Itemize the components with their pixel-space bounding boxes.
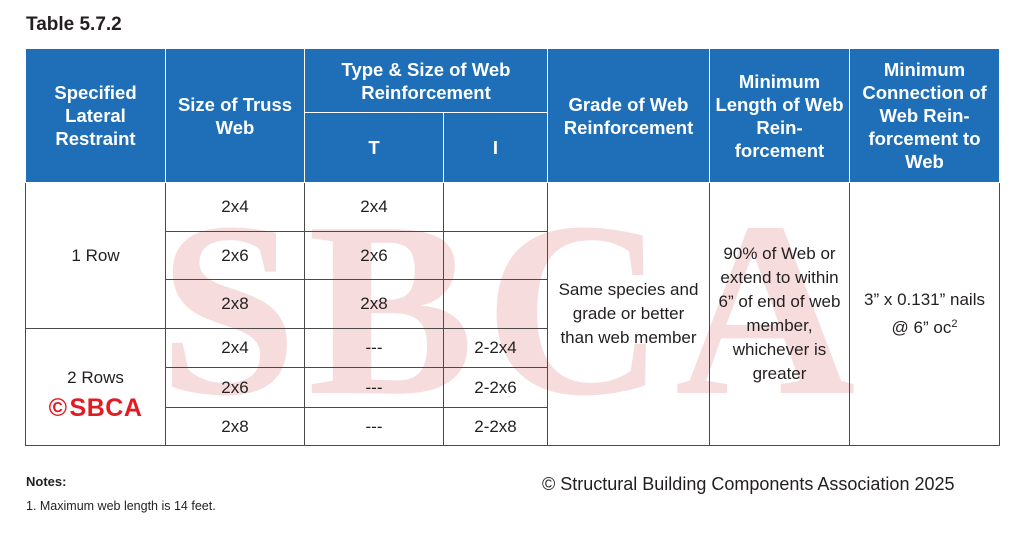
group-label-cell: 2 Rows ©SBCA [25,328,166,446]
connection-footnote: 2 [951,318,958,330]
i-cell: 2-2x6 [443,367,548,408]
connection-text: 3” x 0.131” nails @ 6” oc [864,290,985,337]
table-row: 2x8 --- 2-2x8 [26,407,1000,446]
header-grade: Grade of Web Reinforcement [547,48,710,183]
web-size-cell: 2x4 [165,182,305,232]
t-cell: --- [304,367,444,408]
notes-title: Notes: [26,474,67,489]
header-lateral-restraint: Specified Lateral Restraint [25,48,166,183]
header-min-connection: Minimum Connection of Web Rein-forcement… [849,48,1000,183]
logo-text: SBCA [69,393,143,422]
table-container: SBCA Specified Lateral Restraint Size of… [25,48,1000,447]
i-cell: 2-2x8 [443,407,548,446]
web-size-cell: 2x4 [165,328,305,368]
t-cell: 2x4 [304,182,444,232]
min-connection-cell: 3” x 0.131” nails @ 6” oc2 [849,182,1000,446]
group-label: 2 Rows [67,367,124,387]
note-item: 1. Maximum web length is 14 feet. [26,499,216,513]
web-size-cell: 2x6 [165,231,305,280]
header-i: I [443,112,548,183]
min-length-cell: 90% of Web or extend to within 6” of end… [709,182,850,446]
t-cell: 2x8 [304,279,444,329]
copyright-notice: © Structural Building Components Associa… [542,474,955,494]
header-truss-web-size: Size of Truss Web [165,48,305,183]
sbca-logo: ©SBCA [49,394,143,422]
table-row: 1 Row 2x4 2x4 Same species and grade or … [25,182,1000,446]
table-row: 2x6 2x6 [26,231,1000,280]
reinforcement-table: Specified Lateral Restraint Size of Trus… [25,48,1000,446]
table-title: Table 5.7.2 [26,14,122,35]
t-cell: --- [304,407,444,446]
t-cell: --- [304,328,444,368]
table-row: 2x8 2x8 [26,279,1000,329]
header-t: T [304,112,444,183]
header-min-length: Minimum Length of Web Rein-forcement [709,48,850,183]
copyright-symbol: © [48,393,68,422]
table-row: 2x6 --- 2-2x6 [26,367,1000,408]
i-cell: 2-2x4 [443,328,548,368]
i-cell [443,231,548,280]
i-cell [443,279,548,329]
table-row: 2 Rows ©SBCA 2x4 --- 2-2x4 [25,328,1000,446]
t-cell: 2x6 [304,231,444,280]
grade-cell: Same species and grade or better than we… [547,182,710,446]
i-cell [443,182,548,232]
web-size-cell: 2x8 [165,279,305,329]
header-type-size: Type & Size of Web Reinforcement [304,48,548,113]
web-size-cell: 2x8 [165,407,305,446]
web-size-cell: 2x6 [165,367,305,408]
group-label: 1 Row [25,182,166,329]
